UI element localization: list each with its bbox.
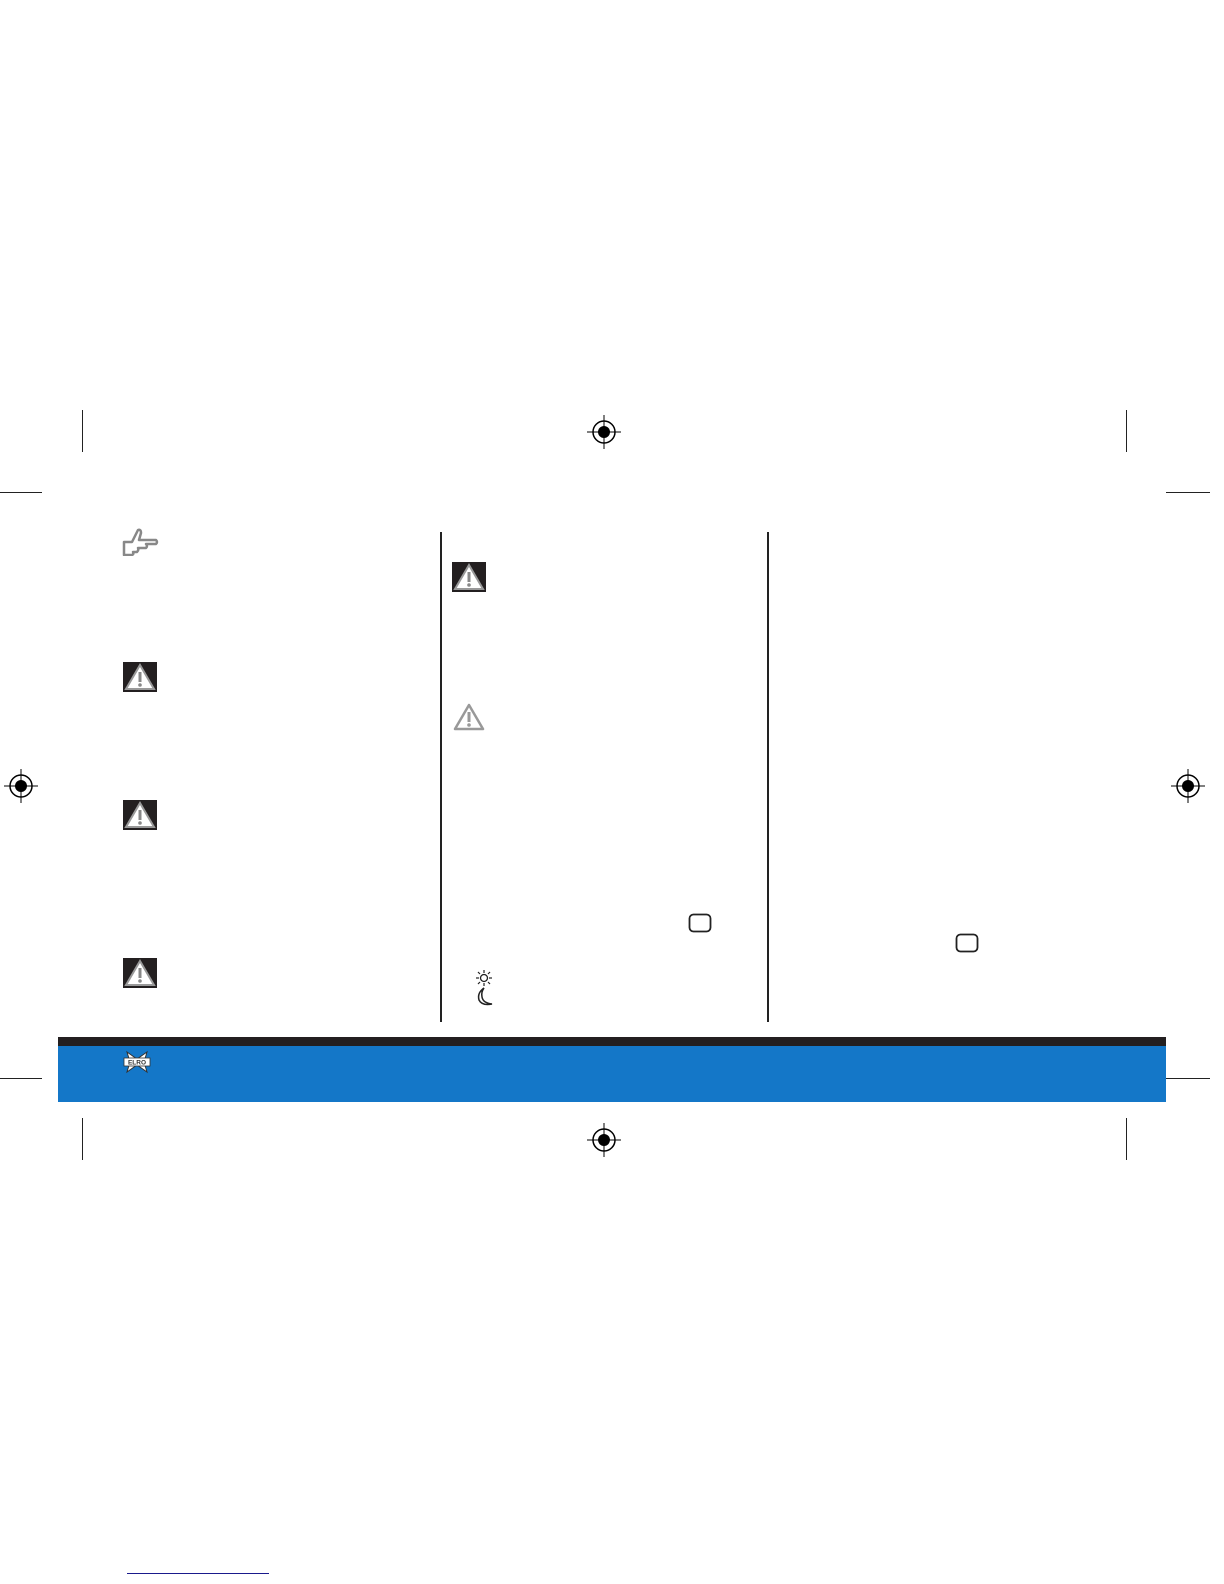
warning-triangle-icon [123, 800, 157, 830]
registration-mark-icon [4, 769, 38, 803]
crop-mark [1166, 492, 1210, 493]
elro-logo: ELRO [123, 1050, 151, 1074]
crop-mark [0, 1078, 42, 1079]
warning-triangle-icon [123, 662, 157, 692]
column-divider [440, 532, 442, 1022]
registration-mark-icon [587, 1123, 621, 1157]
pointing-hand-icon [122, 528, 159, 556]
sun-icon [476, 970, 492, 986]
column-divider [767, 532, 769, 1022]
warning-triangle-icon [452, 562, 486, 592]
moon-icon [477, 987, 493, 1006]
svg-text:ELRO: ELRO [128, 1060, 146, 1067]
warning-triangle-icon [123, 958, 157, 988]
crop-mark [82, 1118, 83, 1160]
crop-mark [1166, 1078, 1210, 1079]
button-key-icon [955, 933, 979, 953]
footer-band-top [58, 1037, 1166, 1046]
registration-mark-icon [1171, 769, 1205, 803]
button-key-icon [688, 913, 712, 933]
crop-mark [82, 410, 83, 452]
crop-mark [1126, 410, 1127, 452]
registration-mark-icon [587, 415, 621, 449]
crop-mark [0, 492, 42, 493]
warning-triangle-icon [453, 703, 485, 731]
footer-band [58, 1046, 1166, 1102]
link-underline[interactable] [127, 1573, 269, 1574]
crop-mark [1126, 1118, 1127, 1160]
